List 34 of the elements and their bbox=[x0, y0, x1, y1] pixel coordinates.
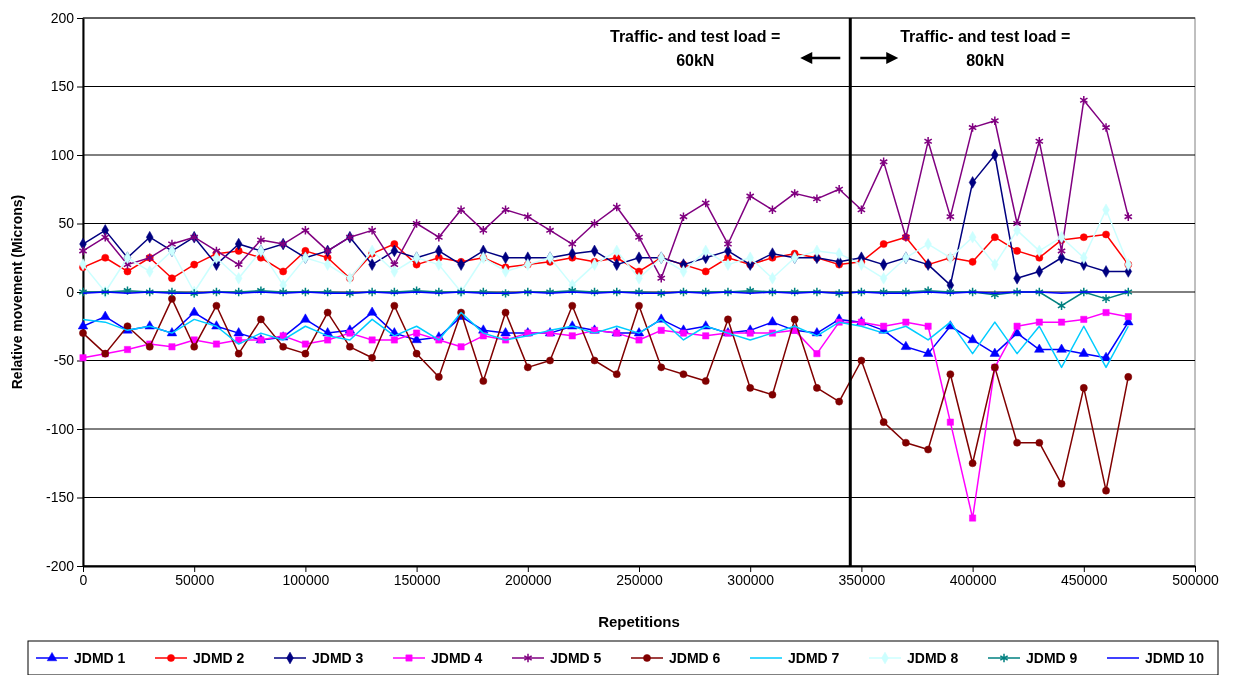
y-tick-label: 100 bbox=[50, 146, 75, 163]
x-tick-label: 300000 bbox=[727, 571, 775, 588]
x-tick-label: 0 bbox=[79, 571, 88, 588]
x-tick-label: 250000 bbox=[616, 571, 664, 588]
legend-label: JDMD 2 bbox=[193, 650, 245, 666]
y-axis-title: Relative movement (Microns) bbox=[9, 194, 25, 390]
legend-label: JDMD 3 bbox=[312, 650, 364, 666]
legend-label: JDMD 6 bbox=[669, 650, 721, 666]
y-tick-label: 50 bbox=[58, 215, 75, 232]
annotation: Traffic- and test load = 60kN bbox=[610, 28, 781, 69]
y-tick-label: -100 bbox=[45, 420, 75, 437]
x-tick-label: 450000 bbox=[1060, 571, 1108, 588]
legend-label: JDMD 7 bbox=[788, 650, 840, 666]
x-axis-title: Repetitions bbox=[598, 613, 680, 630]
annotation: Traffic- and test load = 80kN bbox=[900, 28, 1071, 69]
y-tick-label: -200 bbox=[45, 557, 75, 574]
y-tick-label: -150 bbox=[45, 489, 75, 506]
x-tick-label: 400000 bbox=[949, 571, 997, 588]
legend-label: JDMD 9 bbox=[1026, 650, 1078, 666]
x-tick-label: 50000 bbox=[175, 571, 215, 588]
y-tick-label: -50 bbox=[53, 352, 75, 369]
y-tick-label: 0 bbox=[66, 283, 75, 300]
legend-label: JDMD 10 bbox=[1145, 650, 1205, 666]
legend-label: JDMD 5 bbox=[550, 650, 602, 666]
x-tick-label: 500000 bbox=[1172, 571, 1220, 588]
x-tick-label: 150000 bbox=[393, 571, 441, 588]
x-tick-label: 350000 bbox=[838, 571, 886, 588]
x-tick-label: 200000 bbox=[504, 571, 552, 588]
y-tick-label: 150 bbox=[50, 78, 75, 95]
x-tick-label: 100000 bbox=[282, 571, 330, 588]
legend-label: JDMD 4 bbox=[431, 650, 483, 666]
y-tick-label: 200 bbox=[50, 9, 75, 26]
legend-label: JDMD 1 bbox=[74, 650, 126, 666]
legend-label: JDMD 8 bbox=[907, 650, 959, 666]
